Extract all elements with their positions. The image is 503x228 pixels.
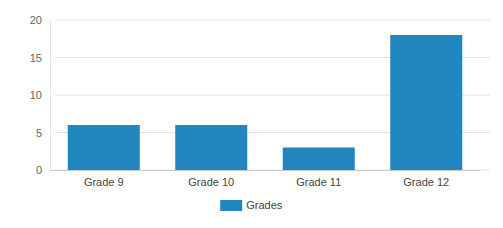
bar bbox=[68, 125, 140, 170]
legend-item: Grades bbox=[220, 199, 283, 211]
y-tick-label: 10 bbox=[30, 89, 42, 101]
x-tick-label: Grade 12 bbox=[403, 176, 449, 188]
bar bbox=[175, 125, 247, 170]
x-tick-label: Grade 11 bbox=[296, 176, 341, 188]
x-tick: Grade 11 bbox=[296, 170, 341, 188]
y-tick-label: 15 bbox=[30, 52, 42, 64]
y-tick: 20 bbox=[30, 14, 50, 26]
y-tick: 10 bbox=[30, 89, 50, 101]
y-tick: 5 bbox=[36, 127, 50, 139]
legend: Grades bbox=[220, 199, 283, 211]
y-tick-label: 0 bbox=[36, 164, 42, 176]
y-axis: 0 5 10 15 20 bbox=[30, 14, 51, 176]
x-axis: Grade 9 Grade 10 Grade 11 Grade 12 bbox=[51, 170, 481, 188]
y-tick: 0 bbox=[36, 164, 50, 176]
y-tick-label: 5 bbox=[36, 127, 42, 139]
grid-line bbox=[55, 20, 490, 21]
x-tick: Grade 10 bbox=[188, 170, 234, 188]
x-tick: Grade 9 bbox=[84, 170, 124, 188]
y-axis-line bbox=[50, 21, 51, 171]
x-tick-label: Grade 10 bbox=[188, 176, 234, 188]
legend-label: Grades bbox=[246, 199, 283, 211]
y-tick-label: 20 bbox=[30, 14, 42, 26]
x-axis-line bbox=[51, 170, 481, 171]
x-tick: Grade 12 bbox=[403, 170, 449, 188]
y-tick: 15 bbox=[30, 52, 50, 64]
bars bbox=[68, 35, 463, 170]
bar bbox=[283, 148, 355, 171]
chart: 05101520Grade 9Grade 10Grade 11Grade 12G… bbox=[0, 0, 503, 228]
legend-swatch bbox=[220, 200, 242, 211]
grid bbox=[55, 20, 490, 170]
x-tick-label: Grade 9 bbox=[84, 176, 124, 188]
bar bbox=[390, 35, 462, 170]
